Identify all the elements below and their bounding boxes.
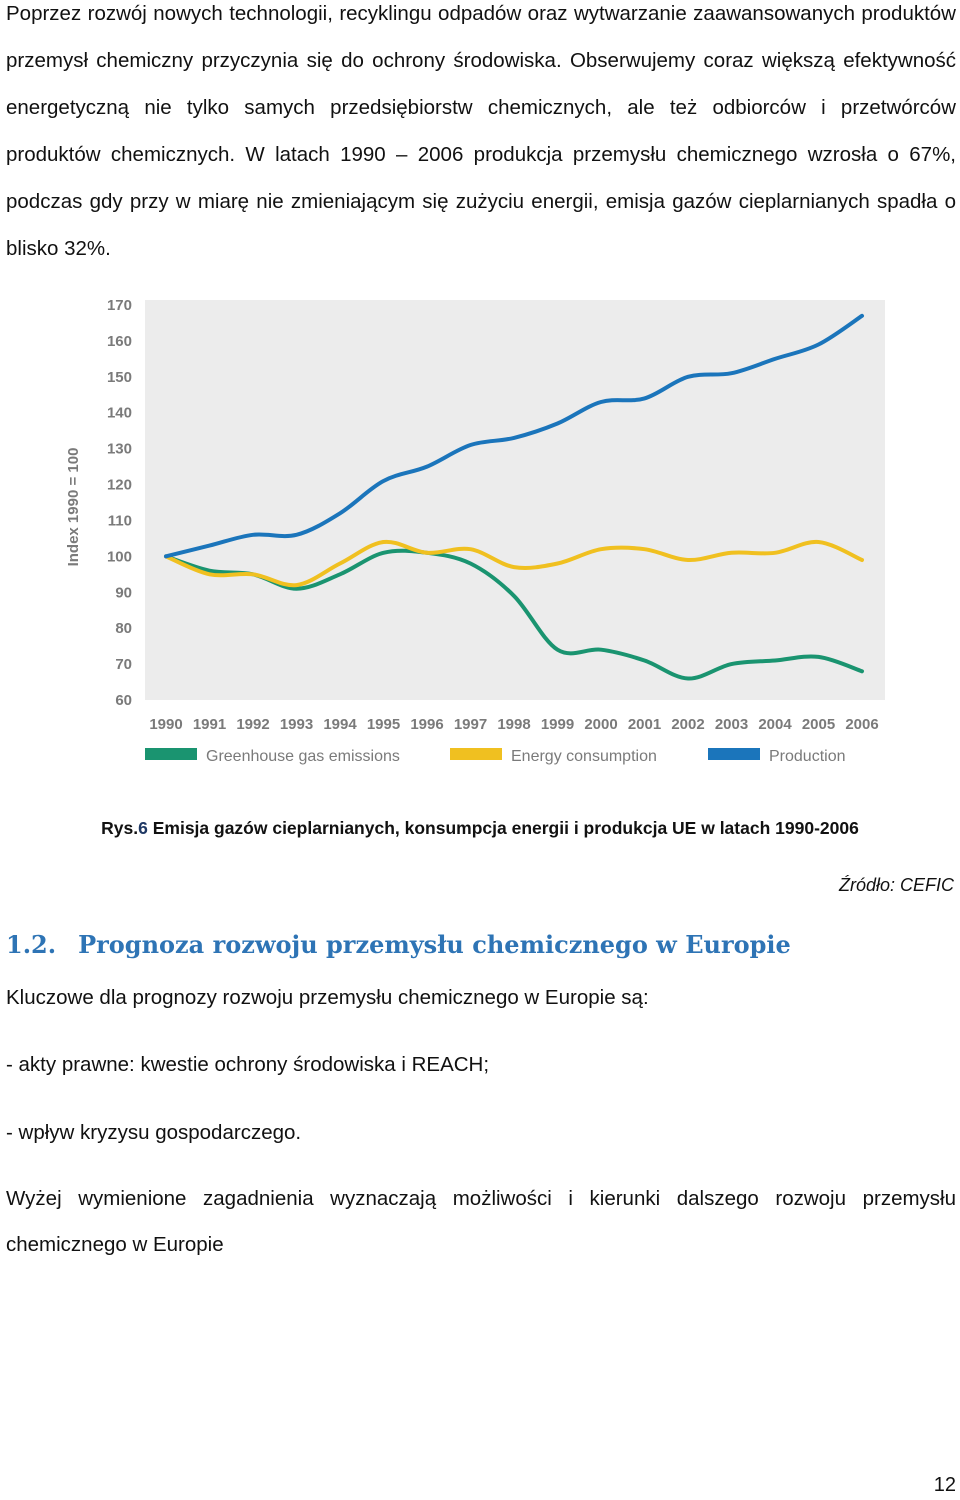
x-tick-label: 2001: [628, 716, 661, 733]
series-lines: [164, 313, 864, 681]
plot-area: [145, 300, 885, 700]
section-number: 1.2.: [6, 930, 57, 959]
caption-number: 6: [138, 818, 148, 838]
section-heading: 1.2. Prognoza rozwoju przemysłu chemiczne…: [6, 930, 791, 959]
y-tick-label: 160: [107, 333, 132, 350]
x-tick-label: 2004: [758, 716, 792, 733]
legend-label: Energy consumption: [511, 748, 657, 765]
x-tick-label: 1993: [280, 716, 313, 733]
x-tick-label: 1990: [149, 716, 182, 733]
x-tick-label: 2002: [671, 716, 704, 733]
series-line-energy-consumption: [164, 539, 864, 588]
x-tick-label: 1996: [410, 716, 443, 733]
x-tick-label: 1995: [367, 716, 400, 733]
x-tick-label: 1991: [193, 716, 226, 733]
y-tick-label: 70: [115, 656, 132, 673]
closing-paragraph: Wyżej wymienione zagadnienia wyznaczają …: [6, 1187, 956, 1256]
y-tick-label: 140: [107, 405, 132, 422]
legend-label: Production: [769, 748, 846, 765]
x-tick-label: 1994: [323, 716, 357, 733]
x-tick-label: 1999: [541, 716, 574, 733]
x-tick-label: 2005: [802, 716, 835, 733]
y-tick-label: 130: [107, 441, 132, 458]
y-tick-label: 100: [107, 548, 132, 565]
lead-text: Kluczowe dla prognozy rozwoju przemysłu …: [6, 986, 649, 1009]
y-tick-label: 110: [108, 512, 132, 529]
y-tick-label: 60: [115, 692, 132, 709]
intro-paragraph: Poprzez rozwój nowych technologii, recyk…: [6, 2, 956, 260]
chart-legend: Greenhouse gas emissions Energy consumpti…: [145, 748, 846, 765]
caption-prefix: Rys.: [101, 818, 139, 838]
x-tick-label: 2006: [845, 716, 878, 733]
y-tick-label: 90: [115, 584, 132, 601]
bullet-item: - wpływ kryzysu gospodarczego.: [6, 1121, 302, 1144]
series-line-greenhouse-gas-emissions: [164, 548, 864, 681]
series-line-production: [164, 313, 864, 559]
section-title: Prognoza rozwoju przemysłu chemicznego w…: [78, 930, 791, 959]
bullet-item: - akty prawne: kwestie ochrony środowisk…: [6, 1053, 490, 1076]
y-tick-label: 120: [107, 477, 132, 494]
x-axis-ticks: 1990 1991 1992 1993 1994 1995 1996 1997 1998 1999…: [149, 716, 878, 733]
legend-swatch: [708, 748, 760, 760]
y-axis-ticks: 60 70 80 90 100 110 120 130 140 150 160 170: [107, 297, 132, 709]
legend-swatch: [145, 748, 197, 760]
y-axis-label: Index 1990 = 100: [65, 448, 82, 567]
page-number: 12: [933, 1474, 956, 1496]
x-tick-label: 1998: [497, 716, 530, 733]
legend-label: Greenhouse gas emissions: [206, 748, 400, 765]
figure-caption: Rys.6 Emisja gazów cieplarnianych, konsu…: [0, 818, 960, 839]
caption-text: Emisja gazów cieplarnianych, konsumpcja …: [147, 818, 859, 838]
legend-swatch: [450, 748, 502, 760]
x-tick-label: 1992: [236, 716, 269, 733]
figure-source: Źródło: CEFIC: [838, 875, 954, 895]
x-tick-label: 2000: [584, 716, 617, 733]
y-tick-label: 170: [107, 297, 132, 314]
x-tick-label: 2003: [715, 716, 748, 733]
y-tick-label: 150: [107, 369, 132, 386]
y-tick-label: 80: [115, 620, 132, 637]
x-tick-label: 1997: [454, 716, 487, 733]
